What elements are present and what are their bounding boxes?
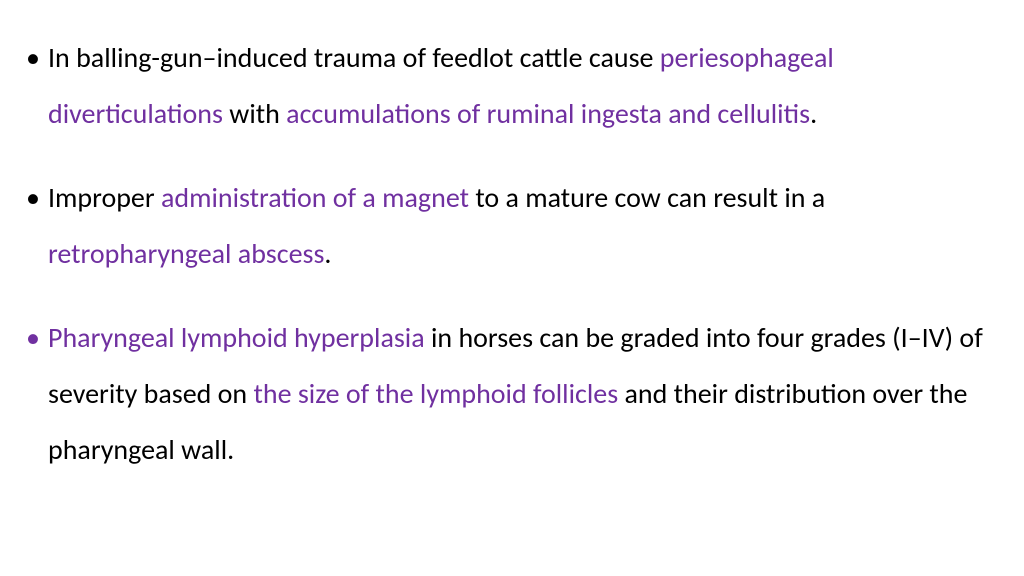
text-run: . [324,236,331,271]
bullet-item: Improper administration of a magnet to a… [20,170,984,282]
text-run: In balling-gun–induced trauma of feedlot… [48,40,660,75]
text-run: accumulations of ruminal ingesta and cel… [286,96,810,131]
text-run: with [223,96,286,131]
text-run: to a mature cow can result in a [469,180,825,215]
text-run: Pharyngeal lymphoid hyperplasia [48,320,425,355]
text-run: retropharyngeal abscess [48,236,324,271]
bullet-list: In balling-gun–induced trauma of feedlot… [20,30,984,478]
text-run: Improper [48,180,161,215]
bullet-item: Pharyngeal lymphoid hyperplasia in horse… [20,310,984,478]
text-run: the size of the lymphoid follicles [253,376,624,411]
text-run: administration of a magnet [161,180,469,215]
bullet-item: In balling-gun–induced trauma of feedlot… [20,30,984,142]
text-run: . [810,96,817,131]
